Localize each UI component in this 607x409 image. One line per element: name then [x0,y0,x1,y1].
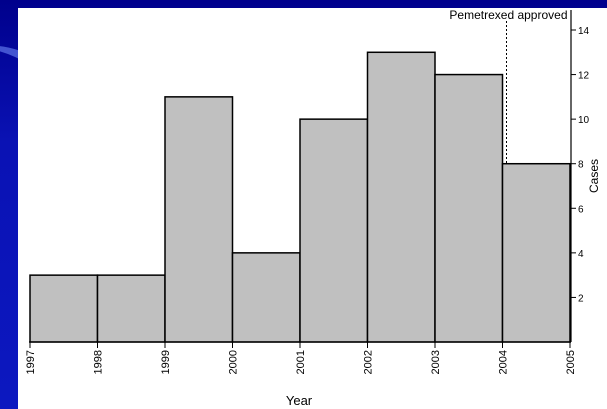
y-tick-label: 2 [578,293,584,304]
y-axis: 2 4 6 8 10 12 14 [570,10,590,342]
x-tick-label: 2002 [363,350,375,374]
x-tick-label: 1998 [93,350,105,374]
histogram-bar [231,252,301,343]
x-axis: 1997 1998 1999 2000 2001 2002 2003 2004 2005 [25,341,577,374]
histogram-bar [501,162,571,343]
x-tick-label: 1997 [25,350,37,374]
y-tick-label: 12 [578,71,590,82]
y-tick-label: 8 [578,160,584,171]
histogram-bar [366,51,436,343]
histogram-bar [434,73,504,343]
annotation-label: Pemetrexed approved [449,8,567,22]
x-tick-label: 2004 [498,350,510,374]
histogram-bar [96,274,166,343]
x-tick-label: 2000 [228,350,240,374]
y-tick-label: 6 [578,204,584,215]
histogram-bar [164,96,234,343]
y-tick-label: 4 [578,249,584,260]
x-tick-label: 1999 [160,350,172,374]
x-tick-label: 2001 [295,350,307,374]
histogram-bar [29,274,99,343]
x-axis-label: Year [286,393,313,408]
y-axis-label: Cases [587,159,601,193]
x-tick-label: 2005 [565,350,577,374]
y-tick-label: 10 [578,115,590,126]
y-tick-label: 14 [578,26,590,37]
bars-group [29,51,571,343]
x-tick-label: 2003 [430,350,442,374]
histogram-bar [299,118,369,343]
annotation-group: Pemetrexed approved [449,8,568,164]
